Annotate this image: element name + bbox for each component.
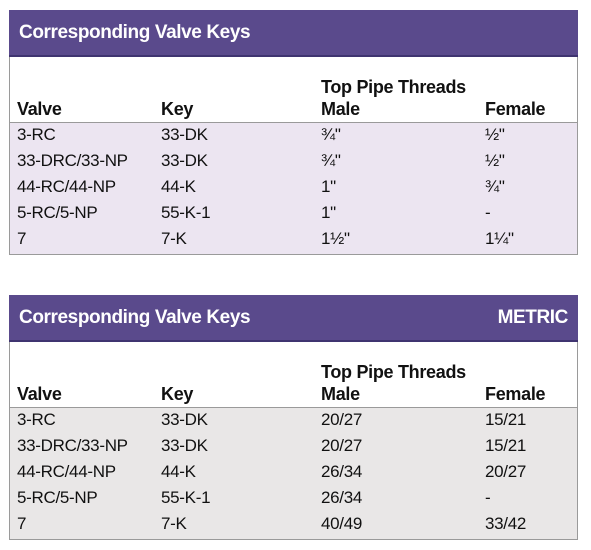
table-cell: 1½" bbox=[321, 229, 350, 248]
column-header: Female bbox=[485, 99, 546, 119]
table-cell: ¾" bbox=[485, 177, 505, 196]
column-header: Valve bbox=[17, 384, 62, 404]
table-cell: - bbox=[485, 488, 491, 507]
table-cell: ¾" bbox=[321, 125, 341, 144]
table-cell: 44-K bbox=[161, 177, 196, 196]
table-cell: 33/42 bbox=[485, 514, 527, 533]
table-cell: 55-K-1 bbox=[161, 203, 211, 222]
column-header: Valve bbox=[17, 99, 62, 119]
data-band bbox=[10, 407, 577, 539]
table-cell: 40/49 bbox=[321, 514, 363, 533]
table-header: Corresponding Valve Keys METRIC bbox=[9, 295, 578, 342]
table-cell: 44-RC/44-NP bbox=[17, 462, 116, 481]
table-cell: 44-K bbox=[161, 462, 196, 481]
table-cell: 33-DRC/33-NP bbox=[17, 436, 128, 455]
column-header: Key bbox=[161, 384, 194, 404]
table-cell: 7-K bbox=[161, 514, 187, 533]
table-title: Corresponding Valve Keys bbox=[19, 22, 251, 43]
table-cell: 33-DK bbox=[161, 125, 208, 144]
table-cell: 1" bbox=[321, 177, 336, 196]
table-cell: 20/27 bbox=[321, 436, 363, 455]
table-cell: 5-RC/5-NP bbox=[17, 488, 98, 507]
column-header: Key bbox=[161, 99, 194, 119]
data-band bbox=[10, 122, 577, 254]
table-header: Corresponding Valve Keys bbox=[9, 10, 578, 57]
group-header: Top Pipe Threads bbox=[321, 362, 466, 382]
table-cell: 15/21 bbox=[485, 410, 527, 429]
table-cell: 26/34 bbox=[321, 488, 363, 507]
table-cell: 7 bbox=[17, 229, 27, 248]
metric-badge: METRIC bbox=[497, 307, 569, 328]
table-cell: 33-DK bbox=[161, 436, 208, 455]
table-cell: 33-DK bbox=[161, 151, 208, 170]
table-cell: 7 bbox=[17, 514, 27, 533]
table-cell: 55-K-1 bbox=[161, 488, 211, 507]
group-header: Top Pipe Threads bbox=[321, 77, 466, 97]
table-cell: 1¼" bbox=[485, 229, 514, 248]
table-cell: 33-DRC/33-NP bbox=[17, 151, 128, 170]
table-cell: 44-RC/44-NP bbox=[17, 177, 116, 196]
table-cell: 3-RC bbox=[17, 410, 56, 429]
column-header: Male bbox=[321, 384, 360, 404]
table-cell: 1" bbox=[321, 203, 336, 222]
table-title: Corresponding Valve Keys bbox=[19, 307, 251, 328]
table-cell: 20/27 bbox=[321, 410, 363, 429]
table-body: Top Pipe Threads Valve Key Male Female 3-RC 33… bbox=[9, 342, 578, 540]
table-cell: 15/21 bbox=[485, 436, 527, 455]
table-cell: - bbox=[485, 203, 491, 222]
column-header: Female bbox=[485, 384, 546, 404]
table-cell: 20/27 bbox=[485, 462, 527, 481]
table-cell: ¾" bbox=[321, 151, 341, 170]
table-cell: ½" bbox=[485, 125, 505, 144]
table-cell: 26/34 bbox=[321, 462, 363, 481]
table-cell: 7-K bbox=[161, 229, 187, 248]
table-cell: 5-RC/5-NP bbox=[17, 203, 98, 222]
table-cell: ½" bbox=[485, 151, 505, 170]
column-header: Male bbox=[321, 99, 360, 119]
table-body: Top Pipe Threads Valve Key Male Female 3-RC 33… bbox=[9, 57, 578, 255]
table-cell: 3-RC bbox=[17, 125, 56, 144]
table-cell: 33-DK bbox=[161, 410, 208, 429]
